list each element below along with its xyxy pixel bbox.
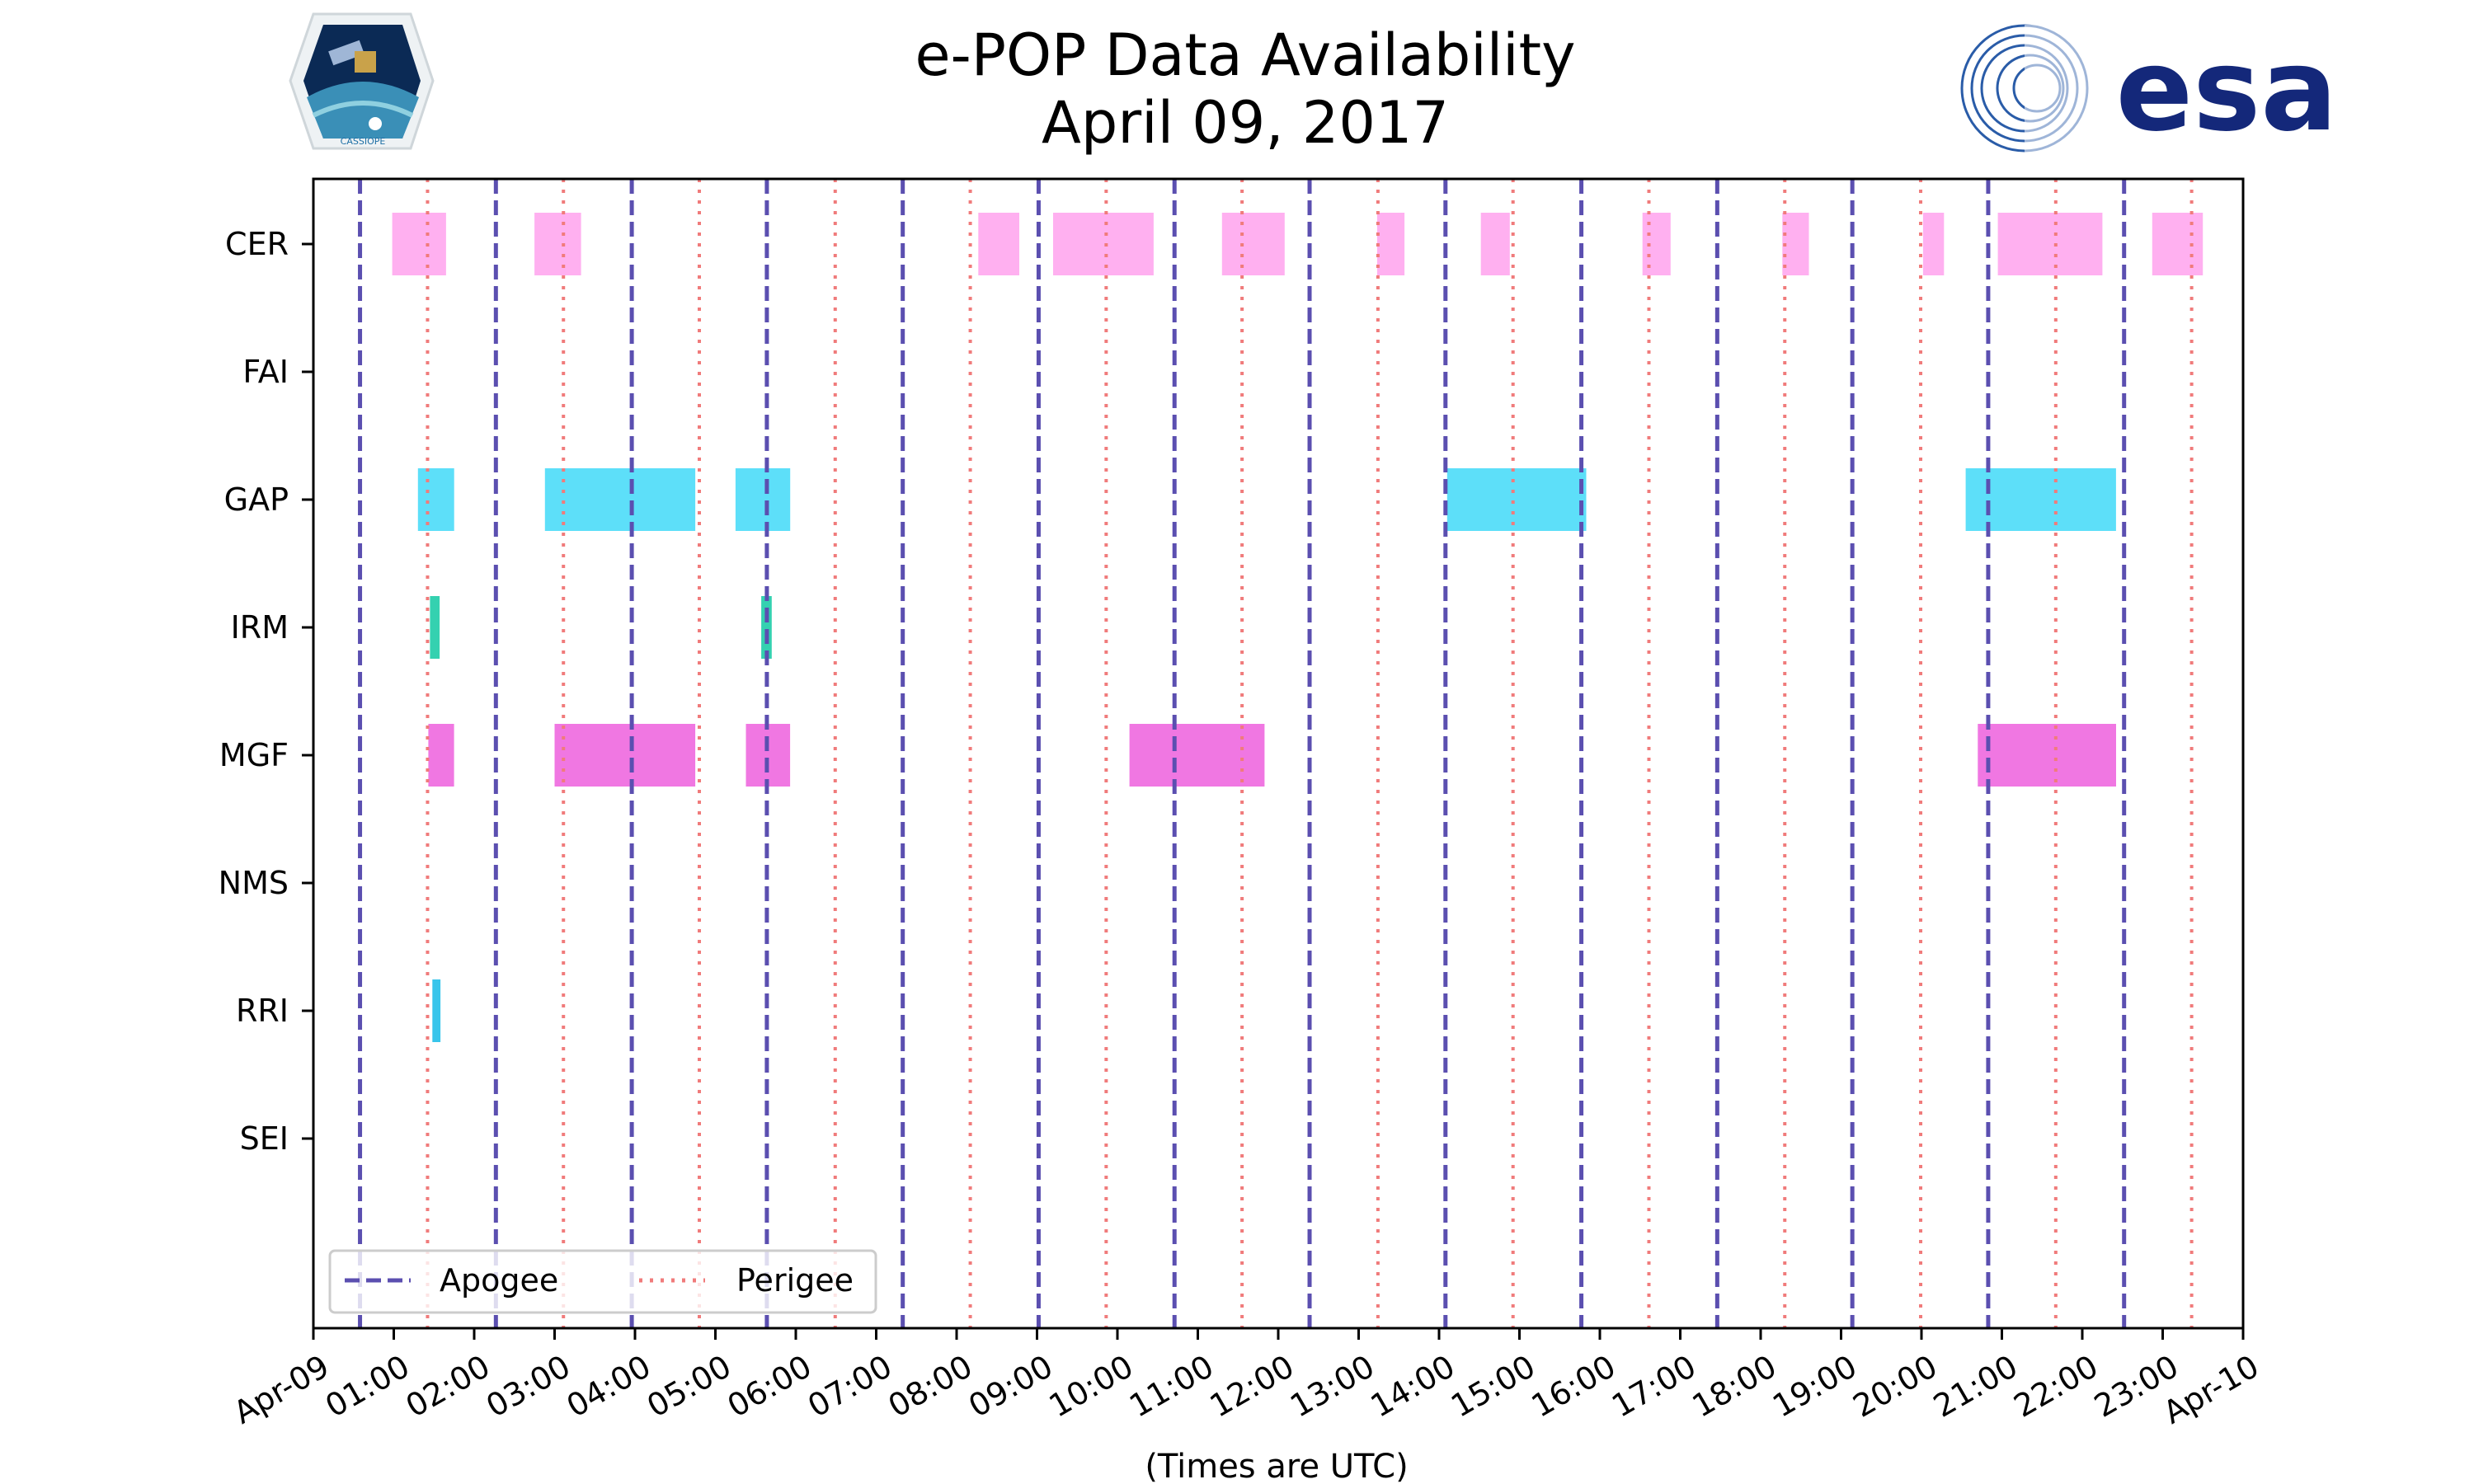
x-tick-label-7: 07:00 [802, 1348, 898, 1425]
bar-gap-3 [1446, 468, 1587, 531]
y-tick-label-sei: SEI [240, 1120, 289, 1157]
y-tick-label-fai: FAI [242, 354, 289, 390]
bar-mgf-0 [428, 724, 454, 787]
y-tick-label-rri: RRI [236, 993, 289, 1029]
bar-mgf-2 [745, 724, 791, 787]
x-tick-label-1: 01:00 [319, 1348, 416, 1425]
bar-mgf-4 [1978, 724, 2116, 787]
x-tick-label-2: 02:00 [400, 1348, 496, 1425]
x-tick-label-10: 10:00 [1043, 1348, 1140, 1425]
chart-title: e-POP Data Availability [915, 21, 1575, 89]
bar-mgf-1 [554, 724, 696, 787]
x-tick-label-18: 18:00 [1686, 1348, 1783, 1425]
legend-perigee-label: Perigee [736, 1262, 854, 1298]
x-tick-label-0: Apr-09 [228, 1348, 336, 1431]
x-tick-label-8: 08:00 [882, 1348, 979, 1425]
bar-cer-4 [1221, 213, 1285, 275]
legend: Apogee Perigee [328, 1249, 877, 1314]
x-axis: Apr-0901:0002:0003:0004:0005:0006:0007:0… [228, 1328, 2265, 1431]
bar-cer-10 [1997, 213, 2103, 275]
x-tick-label-13: 13:00 [1284, 1348, 1380, 1425]
x-tick-label-9: 09:00 [962, 1348, 1059, 1425]
bar-gap-0 [417, 468, 454, 531]
y-tick-label-cer: CER [225, 226, 289, 262]
y-tick-label-mgf: MGF [219, 737, 289, 773]
x-tick-label-3: 03:00 [480, 1348, 576, 1425]
x-tick-label-6: 06:00 [722, 1348, 818, 1425]
bar-cer-0 [392, 213, 446, 275]
bar-irm-1 [761, 596, 772, 659]
bar-cer-2 [978, 213, 1019, 275]
bar-cer-8 [1782, 213, 1809, 275]
y-tick-label-gap: GAP [224, 481, 289, 518]
cassiope-logo: CASSIOPE [289, 12, 435, 150]
bar-cer-3 [1053, 213, 1154, 275]
x-tick-label-14: 14:00 [1365, 1348, 1461, 1425]
chart-subtitle: April 09, 2017 [1042, 89, 1449, 157]
x-tick-label-21: 21:00 [1927, 1348, 2024, 1425]
bar-cer-11 [2152, 213, 2204, 275]
bar-irm-0 [430, 596, 440, 659]
x-tick-label-20: 20:00 [1847, 1348, 1944, 1425]
bar-gap-2 [735, 468, 791, 531]
y-axis: CER FAI GAP IRM MGF NMS RRI SEI [219, 226, 313, 1157]
logo-left-label: CASSIOPE [341, 136, 386, 147]
bar-cer-1 [534, 213, 581, 275]
esa-wordmark: esa [2116, 24, 2338, 157]
bar-cer-6 [1480, 213, 1510, 275]
legend-box [328, 1249, 877, 1314]
bar-rri-0 [432, 979, 441, 1042]
x-tick-label-16: 16:00 [1526, 1348, 1622, 1425]
x-tick-label-15: 15:00 [1445, 1348, 1541, 1425]
bar-cer-7 [1642, 213, 1671, 275]
x-tick-label-5: 05:00 [641, 1348, 737, 1425]
x-tick-label-12: 12:00 [1204, 1348, 1300, 1425]
bar-mgf-3 [1129, 724, 1265, 787]
esa-logo: esa [1960, 24, 2338, 157]
y-tick-label-nms: NMS [219, 865, 289, 901]
orbit-lines-layer [358, 179, 2194, 1328]
x-tick-label-19: 19:00 [1766, 1348, 1863, 1425]
bar-cer-5 [1376, 213, 1405, 275]
bar-cer-9 [1922, 213, 1945, 275]
bar-gap-1 [544, 468, 696, 531]
x-tick-label-11: 11:00 [1123, 1348, 1220, 1425]
bars-layer [392, 213, 2204, 1042]
y-tick-label-irm: IRM [231, 609, 289, 646]
x-tick-label-17: 17:00 [1606, 1348, 1702, 1425]
legend-apogee-label: Apogee [440, 1262, 558, 1298]
x-tick-label-4: 04:00 [561, 1348, 657, 1425]
x-tick-label-22: 22:00 [2008, 1348, 2105, 1425]
bar-gap-4 [1965, 468, 2116, 531]
x-axis-label: (Times are UTC) [1145, 1448, 1408, 1484]
